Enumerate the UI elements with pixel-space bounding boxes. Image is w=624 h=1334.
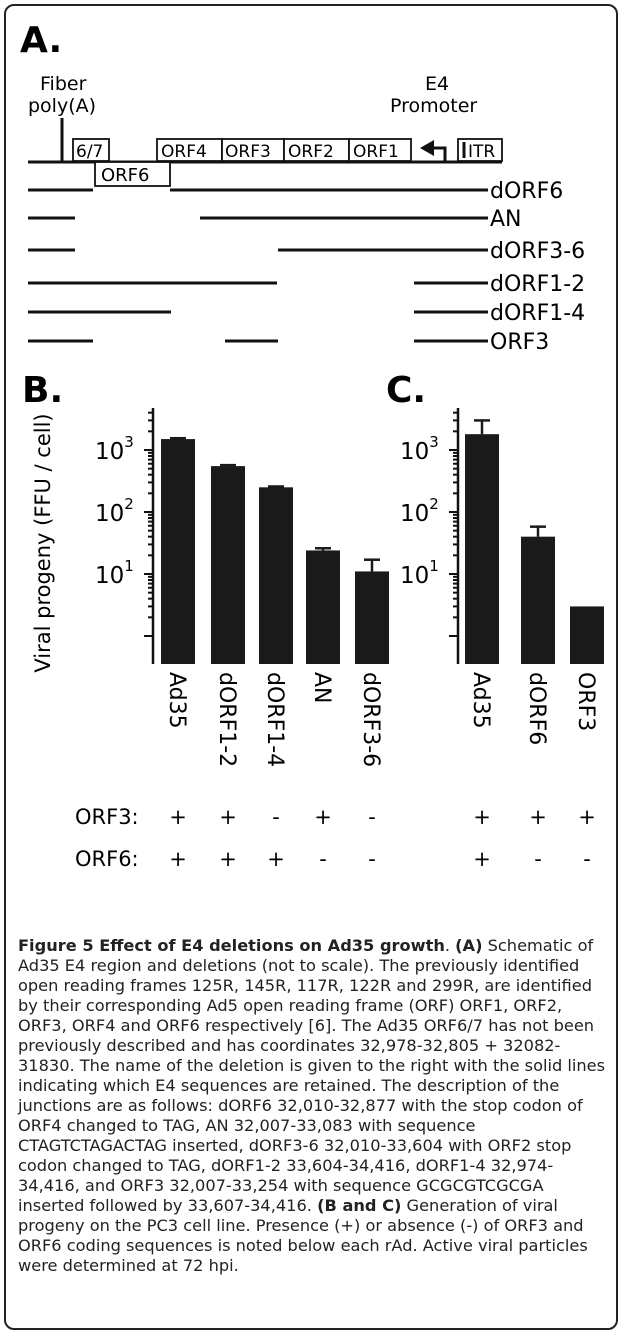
b-bar [161,439,195,664]
b-xtick-label: dORF3-6 [358,672,383,767]
caption-title: Figure 5 Effect of E4 deletions on Ad35 … [18,936,445,955]
panel-c-label: C. [386,370,426,411]
c-ytick-label: 101 [400,557,439,589]
deletion-dorf6-label: dORF6 [490,179,563,204]
b-xtick-label: Ad35 [164,672,189,729]
figure-caption: Figure 5 Effect of E4 deletions on Ad35 … [18,936,612,1276]
e4-label: E4 [425,73,449,95]
presence-b-orf6: - [319,847,327,871]
c-xtick-label: Ad35 [468,672,493,729]
presence-c-orf3: + [529,805,547,829]
presence-c-orf6: + [473,847,491,871]
presence-b-orf6: + [169,847,187,871]
b-ytick-label: 102 [95,495,134,527]
presence-b-orf3: + [169,805,187,829]
presence-c-orf6: - [534,847,542,871]
presence-b-orf3: - [272,805,280,829]
c-ytick-label: 103 [400,433,439,465]
deletion-dorf1-4-label: dORF1-4 [490,301,585,326]
box-orf1-label: ORF1 [353,142,399,162]
caption-a-text: Schematic of Ad35 E4 region and deletion… [18,936,606,1215]
caption-bc-tag: (B and C) [317,1196,402,1215]
figure-graphic: A. Fiber poly(A) E4 Promoter 6/7 ORF6 OR… [20,20,604,871]
b-ytick-label: 101 [95,557,134,589]
b-xtick-label: dORF1-2 [214,672,239,767]
box-orf4: ORF4 [156,138,223,162]
deletion-orf3-label: ORF3 [490,330,549,355]
presence-c-orf3: + [578,805,596,829]
box-orf2: ORF2 [283,138,350,162]
orf6-row-label: ORF6: [75,847,139,871]
box-itr: ITR [457,138,503,162]
box-orf3: ORF3 [221,138,285,162]
box-orf3-label: ORF3 [225,142,271,162]
box-orf67-label: 6/7 [76,142,103,162]
deletion-dorf3-6-label: dORF3-6 [490,239,585,264]
b-bar [355,571,389,664]
presence-c-orf3: + [473,805,491,829]
presence-b-orf3: + [219,805,237,829]
panel-a-label: A. [20,20,62,61]
panel-b-label: B. [22,370,63,411]
c-xtick-label: dORF6 [524,672,549,745]
box-orf4-label: ORF4 [161,142,207,162]
presence-b-orf6: - [368,847,376,871]
c-bar [465,434,499,664]
fiber-label: Fiber [40,73,87,95]
box-orf67: 6/7 [72,138,110,162]
presence-b-orf3: - [368,805,376,829]
figure-frame [4,4,618,1330]
c-bar [570,606,604,664]
box-itr-label: ITR [468,142,495,162]
c-ytick-label: 102 [400,495,439,527]
promoter-arrowhead-icon [420,140,434,156]
box-orf6: ORF6 [94,161,171,187]
presence-c-orf6: - [583,847,591,871]
caption-period: . [444,936,456,955]
deletion-dorf1-2-label: dORF1-2 [490,272,585,297]
deletion-an-label: AN [490,207,522,232]
c-xtick-label: ORF3 [573,672,598,731]
presence-b-orf6: + [267,847,285,871]
b-ytick-label: 103 [95,433,134,465]
b-bar [211,466,245,664]
chart-c: 101 102 103 Ad35 dORF6 ORF3 [400,408,604,745]
b-xtick-label: dORF1-4 [262,672,287,767]
caption-a-tag: (A) [455,936,483,955]
caption-bc-text: Generation of viral progeny on the PC3 c… [18,1196,588,1275]
promoter-arrow-icon [432,146,447,162]
promoter-label: Promoter [390,95,477,117]
box-orf6-label: ORF6 [101,165,149,186]
chart-b: 101 102 103 Ad35 dORF1-2 dORF1-4 AN dORF3-6 [95,408,389,767]
b-bar [259,487,293,664]
b-xtick-label: AN [309,672,334,704]
presence-b-orf3: + [314,805,332,829]
b-bar [306,550,340,664]
box-orf1: ORF1 [348,138,412,162]
presence-b-orf6: + [219,847,237,871]
c-bar [521,536,555,664]
polya-label: poly(A) [28,95,96,117]
ylabel: Viral progeny (FFU / cell) [31,413,55,672]
box-orf2-label: ORF2 [288,142,334,162]
orf3-row-label: ORF3: [75,805,139,829]
